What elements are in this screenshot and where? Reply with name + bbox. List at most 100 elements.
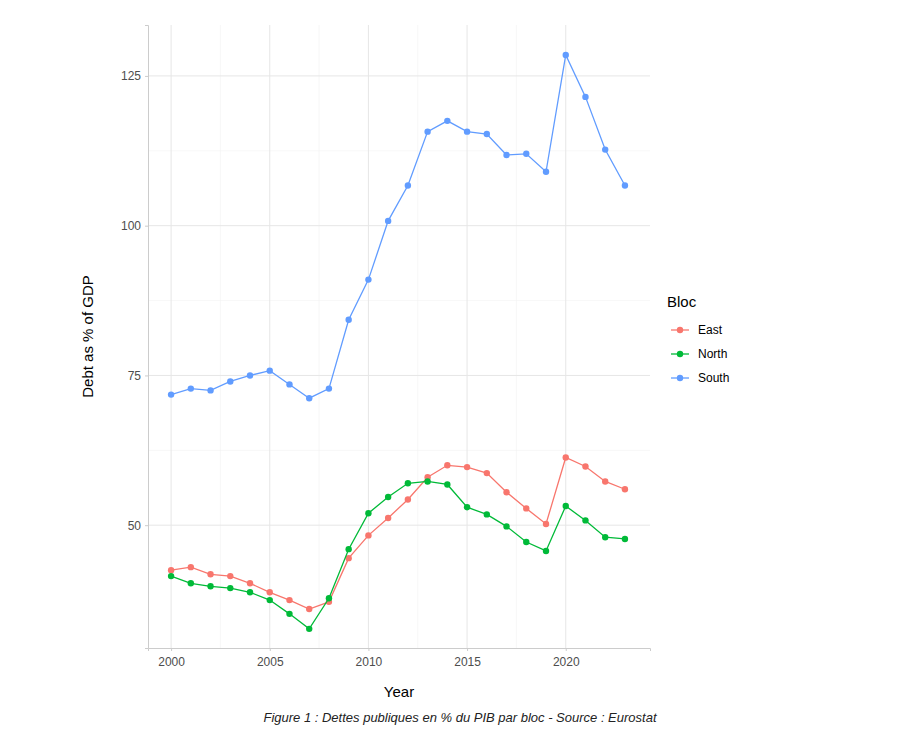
tick-mark bbox=[467, 648, 468, 651]
series-point bbox=[543, 521, 549, 527]
tick: 2005 bbox=[257, 648, 284, 669]
series-point bbox=[385, 494, 391, 500]
series-point bbox=[602, 146, 608, 152]
y-axis: 50 75 100 125 bbox=[121, 26, 149, 649]
series-point bbox=[503, 152, 509, 158]
series-point bbox=[247, 580, 253, 586]
y-axis-title: Debt as % of GDP bbox=[79, 275, 96, 398]
tick-label: 100 bbox=[121, 219, 141, 233]
tick-mark bbox=[145, 525, 148, 526]
series-point bbox=[267, 589, 273, 595]
legend-item: North bbox=[671, 347, 727, 361]
series-point bbox=[286, 381, 292, 387]
legend-item: South bbox=[671, 371, 729, 385]
legend-label: North bbox=[698, 347, 727, 361]
tick-mark bbox=[368, 648, 369, 651]
series-point bbox=[484, 511, 490, 517]
series-point bbox=[267, 367, 273, 373]
minor-grid-line bbox=[516, 25, 517, 648]
grid-line bbox=[148, 525, 650, 526]
series-point bbox=[523, 539, 529, 545]
tick-label: 75 bbox=[128, 369, 142, 383]
grid-line bbox=[148, 75, 650, 76]
series-point bbox=[464, 504, 470, 510]
caption: Figure 1 : Dettes publiques en % du PIB … bbox=[263, 710, 657, 725]
series-point bbox=[523, 505, 529, 511]
legend-label: South bbox=[698, 371, 729, 385]
series-point bbox=[207, 387, 213, 393]
legend: BlocEast North South bbox=[667, 293, 729, 385]
series-point bbox=[444, 481, 450, 487]
series-point bbox=[286, 597, 292, 603]
series-point bbox=[582, 517, 588, 523]
series-point bbox=[326, 385, 332, 391]
series-point bbox=[444, 118, 450, 124]
series-point bbox=[227, 573, 233, 579]
tick-label: 50 bbox=[128, 519, 142, 533]
legend-key-point bbox=[677, 327, 683, 333]
legend-label: East bbox=[698, 323, 723, 337]
legend-key-point bbox=[677, 351, 683, 357]
tick: 75 bbox=[128, 369, 148, 383]
x-axis-title: Year bbox=[384, 683, 414, 700]
series-point bbox=[543, 169, 549, 175]
series-line bbox=[171, 481, 625, 628]
series-point bbox=[543, 548, 549, 554]
legend-title: Bloc bbox=[667, 293, 697, 310]
tick: 50 bbox=[128, 519, 148, 533]
axis-line bbox=[149, 649, 651, 652]
series-point bbox=[365, 532, 371, 538]
tick-mark bbox=[145, 375, 148, 376]
plot-area bbox=[168, 52, 628, 632]
series-point bbox=[306, 395, 312, 401]
tick-label: 2005 bbox=[257, 655, 284, 669]
grid-line bbox=[148, 225, 650, 226]
grid-line bbox=[148, 375, 650, 376]
series-point bbox=[503, 489, 509, 495]
tick-mark bbox=[270, 648, 271, 651]
series-point bbox=[563, 52, 569, 58]
tick: 125 bbox=[121, 69, 148, 83]
tick-mark bbox=[145, 226, 148, 227]
series-line bbox=[171, 458, 625, 610]
series-point bbox=[365, 276, 371, 282]
series-point bbox=[385, 218, 391, 224]
series-point bbox=[227, 378, 233, 384]
series-point bbox=[168, 573, 174, 579]
series-point bbox=[365, 510, 371, 516]
series-point bbox=[523, 151, 529, 157]
series-point bbox=[405, 182, 411, 188]
series-point bbox=[503, 523, 509, 529]
tick-mark bbox=[566, 648, 567, 651]
tick: 2020 bbox=[553, 648, 580, 669]
tick-mark bbox=[145, 76, 148, 77]
axis-line bbox=[145, 26, 149, 649]
tick: 100 bbox=[121, 219, 148, 233]
series-point bbox=[622, 486, 628, 492]
series-point bbox=[207, 583, 213, 589]
series-point bbox=[345, 546, 351, 552]
chart: 200020052010201520205075100125YearDebt a… bbox=[0, 0, 900, 742]
series-point bbox=[188, 385, 194, 391]
series-point bbox=[227, 585, 233, 591]
tick: 2015 bbox=[454, 648, 481, 669]
series-point bbox=[405, 496, 411, 502]
tick-label: 125 bbox=[121, 69, 141, 83]
tick-mark bbox=[171, 648, 172, 651]
series-point bbox=[385, 515, 391, 521]
minor-grid-line bbox=[220, 25, 221, 648]
legend-key-point bbox=[677, 375, 683, 381]
series-point bbox=[484, 470, 490, 476]
series-point bbox=[622, 182, 628, 188]
series-point bbox=[168, 391, 174, 397]
series-point bbox=[247, 589, 253, 595]
series-point bbox=[168, 567, 174, 573]
grid-line bbox=[565, 25, 566, 648]
minor-grid-line bbox=[148, 150, 650, 151]
minor-grid-line bbox=[148, 450, 650, 451]
series-point bbox=[464, 464, 470, 470]
tick-label: 2020 bbox=[553, 655, 580, 669]
series-point bbox=[267, 597, 273, 603]
series-point bbox=[602, 478, 608, 484]
series-point bbox=[582, 463, 588, 469]
